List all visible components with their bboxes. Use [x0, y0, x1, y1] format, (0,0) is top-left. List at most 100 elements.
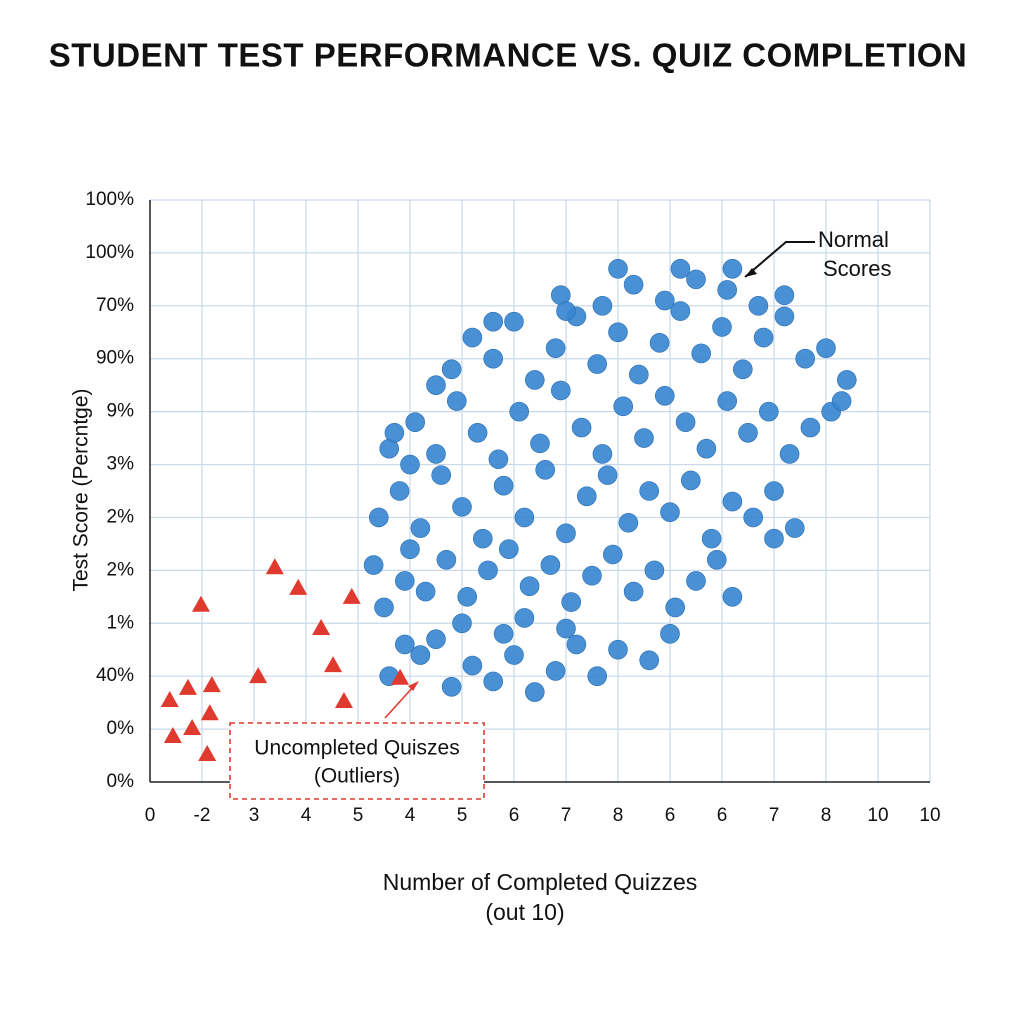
data-point: [732, 359, 753, 380]
data-point: [368, 507, 389, 528]
data-point: [504, 645, 524, 665]
outlier-point: [160, 690, 179, 707]
data-point: [394, 571, 415, 591]
annotation-arrow: [384, 685, 415, 719]
data-point: [722, 587, 743, 607]
data-point: [686, 269, 706, 290]
data-point: [680, 470, 701, 491]
data-point: [764, 528, 784, 549]
data-point: [608, 322, 628, 343]
data-point: [634, 428, 654, 448]
outlier-point: [289, 578, 308, 595]
annotations: Normal Scores Uncompleted Quiszes (Outli…: [229, 227, 891, 800]
data-point: [576, 486, 597, 507]
data-point: [556, 523, 576, 544]
data-point: [550, 380, 571, 401]
data-point: [722, 258, 743, 279]
data-point: [587, 666, 608, 686]
x-tick-label: 0: [145, 805, 156, 826]
data-point: [452, 613, 472, 634]
data-point: [722, 491, 743, 512]
data-point: [743, 507, 764, 528]
data-point: [519, 576, 540, 597]
data-point: [384, 422, 405, 443]
x-tick-label: 10: [867, 805, 888, 826]
data-point: [592, 296, 613, 316]
data-point: [654, 385, 675, 406]
data-point: [498, 539, 519, 560]
outlier-point: [191, 595, 210, 612]
data-point: [784, 518, 805, 538]
y-tick-label: 2%: [107, 559, 135, 580]
data-point: [738, 422, 758, 443]
data-point: [394, 634, 415, 655]
data-point: [545, 661, 566, 681]
data-point: [717, 391, 738, 411]
x-tick-label: 8: [821, 805, 832, 826]
data-point: [660, 502, 680, 522]
arrow-head: [408, 681, 419, 691]
data-point: [623, 274, 644, 295]
outlier-point: [312, 619, 331, 636]
x-tick-label: -2: [194, 805, 211, 826]
data-point: [426, 444, 446, 464]
outlier-point: [342, 587, 361, 604]
data-point: [628, 364, 649, 385]
outlier-point: [163, 726, 182, 743]
data-point: [410, 645, 431, 665]
y-tick-label: 100%: [85, 242, 134, 263]
data-point: [571, 417, 592, 438]
data-point: [706, 549, 727, 570]
x-tick-label: 6: [717, 805, 728, 826]
data-point: [467, 422, 488, 443]
data-point: [654, 290, 675, 311]
data-point: [582, 565, 602, 586]
data-point: [514, 507, 535, 528]
data-point: [426, 375, 446, 395]
data-point: [415, 581, 436, 602]
data-point: [670, 258, 691, 279]
annotation-text: Uncompleted Quiszes: [254, 737, 459, 760]
data-point: [483, 311, 504, 332]
data-point: [524, 370, 545, 390]
outlier-point: [324, 656, 343, 673]
data-point: [644, 560, 665, 581]
data-point: [686, 571, 706, 591]
x-tick-label: 4: [301, 805, 312, 826]
data-point: [493, 475, 514, 496]
data-point: [540, 555, 561, 575]
data-point: [774, 285, 795, 306]
x-tick-label: 4: [405, 805, 416, 826]
data-point: [712, 317, 732, 337]
annotation-arrow: [744, 241, 815, 278]
data-point: [587, 354, 608, 374]
data-point: [462, 327, 483, 348]
x-axis-label: Number of Completed Quizzes: [383, 869, 697, 895]
y-tick-label: 1%: [107, 612, 135, 633]
data-point: [613, 396, 634, 417]
data-point: [556, 618, 576, 639]
chart-title: STUDENT TEST PERFORMANCE VS. QUIZ COMPLE…: [49, 37, 968, 74]
data-point: [509, 401, 530, 422]
data-point: [374, 597, 394, 618]
data-point: [446, 391, 467, 411]
y-tick-label: 40%: [96, 665, 134, 686]
data-point: [660, 624, 680, 644]
data-point: [608, 639, 628, 660]
data-point: [779, 444, 800, 464]
outlier-point: [183, 719, 202, 736]
outlier-point: [391, 668, 410, 685]
data-point: [483, 348, 504, 369]
data-point: [670, 301, 691, 321]
data-point: [608, 258, 628, 279]
data-point: [602, 544, 623, 565]
y-tick-label: 70%: [96, 295, 134, 316]
data-point: [748, 296, 769, 316]
x-tick-label: 8: [613, 805, 624, 826]
data-point: [462, 655, 483, 676]
y-tick-label: 9%: [107, 401, 135, 422]
outlier-point: [249, 667, 268, 684]
data-point: [504, 311, 524, 332]
x-tick-label: 5: [353, 805, 364, 826]
